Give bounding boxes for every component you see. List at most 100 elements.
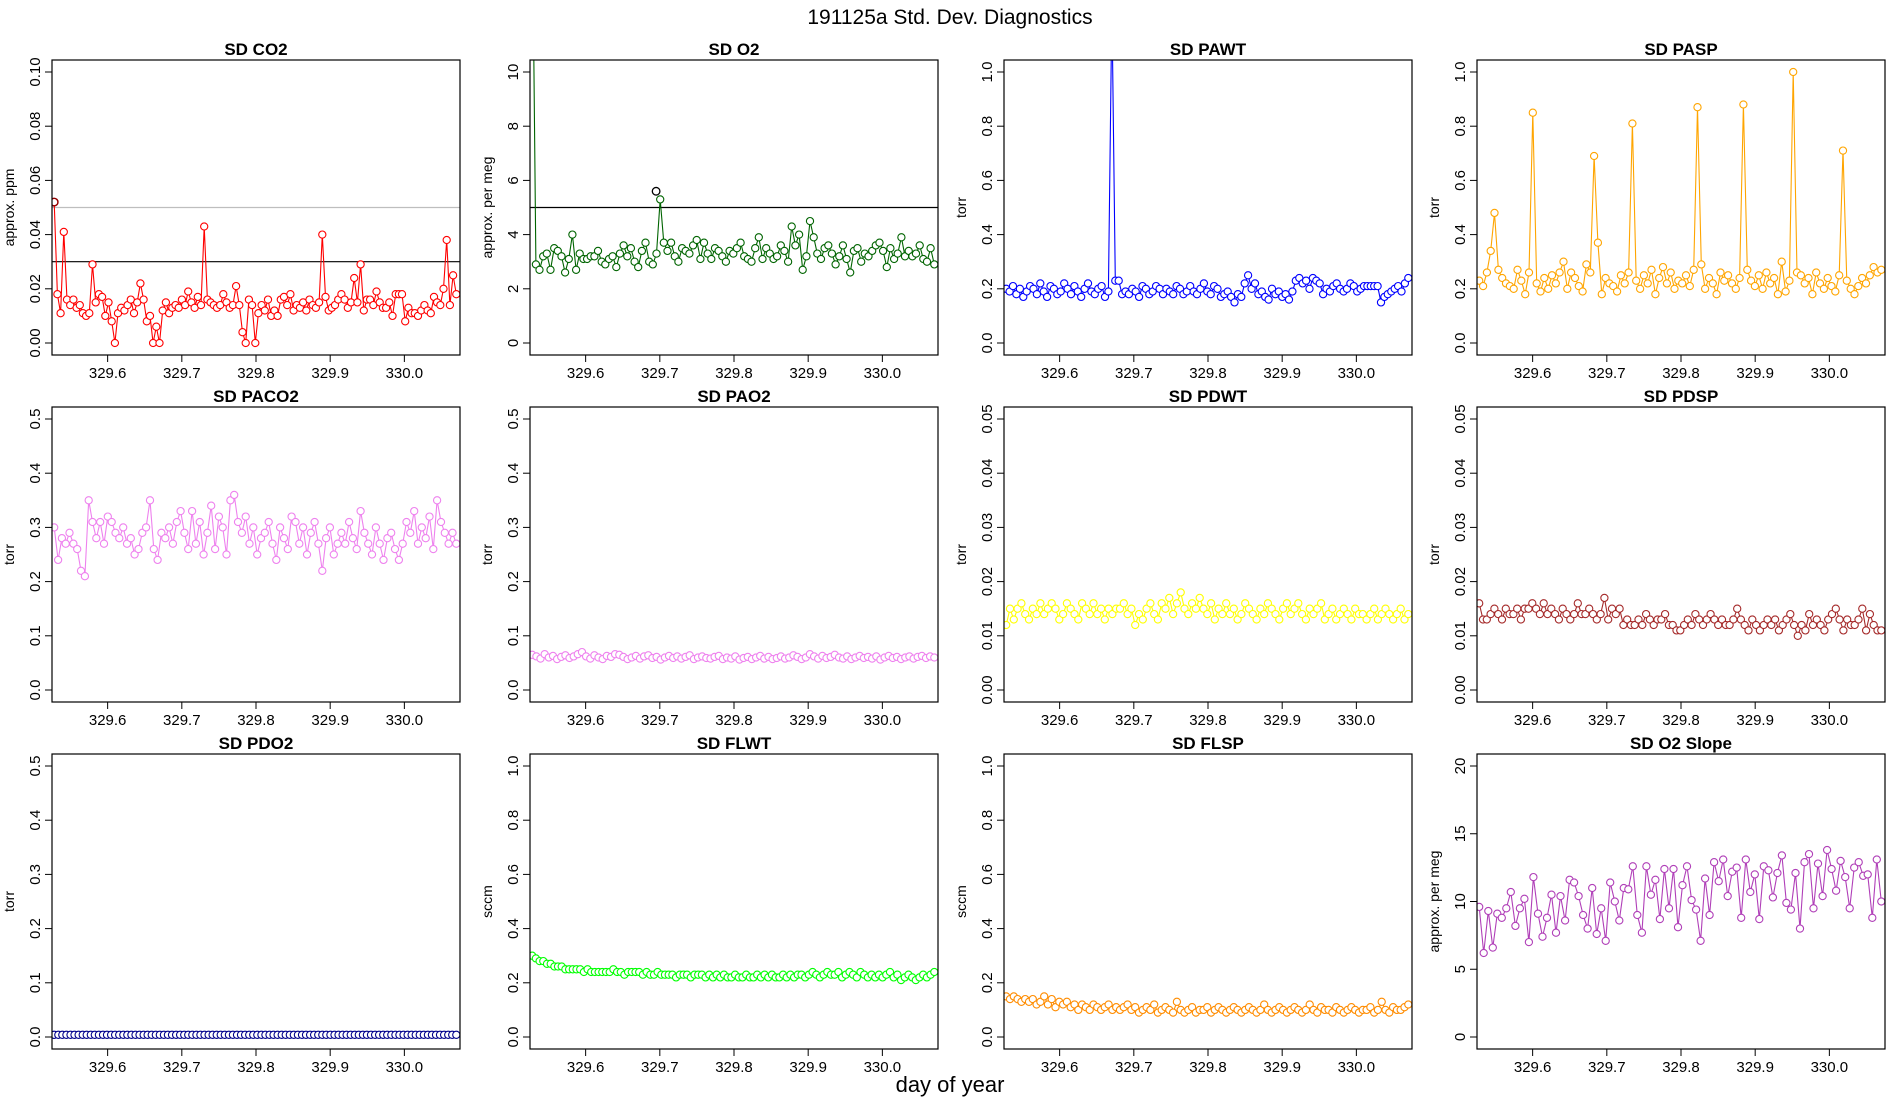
data-point [831, 260, 840, 269]
data-point [372, 287, 381, 296]
data-point [732, 244, 742, 253]
data-point [1563, 284, 1572, 293]
data-point [195, 517, 204, 527]
y-tick-label: 0.02 [1452, 567, 1469, 596]
data-point [1574, 891, 1583, 901]
data-point [1250, 279, 1260, 288]
data-point [145, 311, 155, 321]
data-point [1750, 870, 1759, 879]
data-point [155, 338, 164, 348]
plot-area [1477, 67, 1885, 299]
data-point [1723, 271, 1733, 280]
data-point [1114, 276, 1123, 285]
x-tick-label: 329.8 [1662, 712, 1700, 729]
data-point [76, 566, 86, 575]
x-tick-label: 329.9 [789, 1059, 827, 1076]
data-point [652, 249, 661, 258]
y-tick-label: 0.4 [505, 918, 522, 939]
data-point [1766, 279, 1775, 288]
data-point [1547, 890, 1556, 899]
data-point [1700, 874, 1710, 883]
panel-sd-pdsp: SD PDSP torr 0.00 0.01 0.02 0.03 0.04 0.05 329.6… [1426, 387, 1886, 729]
data-point [1764, 866, 1773, 875]
data-point [1639, 271, 1649, 280]
data-point [1616, 271, 1626, 280]
data-point [1404, 1000, 1412, 1009]
data-point [1544, 284, 1553, 293]
data-point [1600, 593, 1609, 603]
panel-sd-pao2: SD PAO2 torr 0.0 0.1 0.2 0.3 0.4 0.5 329.6 329.7 3… [479, 387, 939, 729]
data-point [1097, 281, 1106, 291]
data-point [857, 257, 866, 266]
data-point [1836, 856, 1845, 866]
data-point [425, 512, 434, 521]
data-point [1536, 287, 1545, 296]
data-point [184, 544, 193, 554]
data-point [251, 338, 260, 348]
data-point [101, 311, 110, 321]
plot-frame [529, 59, 939, 356]
data-point [136, 279, 145, 288]
data-point [247, 300, 257, 310]
data-point [1732, 863, 1741, 872]
data-point [75, 300, 84, 310]
y-tick-label: 0 [1452, 1033, 1469, 1041]
data-point [1767, 620, 1776, 630]
data-point [1818, 891, 1827, 901]
data-point [721, 257, 731, 266]
data-point [1768, 893, 1778, 902]
y-tick-label: 0.5 [505, 409, 522, 430]
x-tick-label: 329.7 [641, 712, 679, 729]
panel-title: SD PDWT [1169, 387, 1248, 406]
x-tick-label: 329.7 [641, 365, 679, 382]
data-point [385, 298, 394, 307]
data-point [1723, 891, 1732, 901]
y-tick-label: 0.4 [1452, 224, 1469, 245]
data-point [1670, 284, 1679, 293]
data-point [448, 271, 458, 280]
data-point [1529, 872, 1538, 882]
y-tick-label: 0.02 [27, 274, 44, 303]
data-point [930, 967, 938, 977]
data-point [1315, 279, 1324, 288]
data-point [85, 309, 94, 318]
data-point [314, 539, 323, 548]
data-point [853, 244, 862, 253]
data-point [1683, 615, 1692, 624]
data-point [1655, 273, 1664, 283]
data-point [886, 244, 895, 253]
data-point [754, 233, 763, 242]
data-point [1284, 295, 1294, 304]
data-point [218, 523, 227, 532]
data-point [413, 539, 423, 548]
x-tick-label: 329.6 [567, 712, 605, 729]
data-point [298, 523, 308, 532]
data-point [57, 534, 67, 543]
data-point [1687, 895, 1696, 905]
data-point [52, 523, 59, 532]
figure-title: 191125a Std. Dev. Diagnostics [807, 6, 1092, 29]
x-tick-label: 329.8 [1662, 365, 1700, 382]
data-point [1858, 604, 1867, 613]
plot-frame [51, 406, 461, 703]
data-point [1494, 265, 1503, 274]
plot-area [530, 60, 938, 277]
panel-title: SD CO2 [224, 40, 287, 59]
data-point [1877, 265, 1885, 274]
data-point [1785, 276, 1794, 285]
y-tick-label: 8 [505, 122, 522, 130]
data-point [410, 506, 419, 516]
data-point [1842, 276, 1851, 285]
data-point [233, 517, 243, 527]
data-point [838, 241, 848, 250]
x-tick-label: 329.7 [1588, 1059, 1626, 1076]
data-point [1085, 609, 1094, 619]
data-point [878, 246, 888, 256]
data-point [1559, 257, 1568, 266]
data-point [1778, 620, 1787, 630]
data-point [1533, 909, 1543, 918]
data-point [203, 528, 212, 537]
data-point [1800, 858, 1809, 867]
data-point [1698, 620, 1708, 630]
data-point [619, 241, 628, 250]
